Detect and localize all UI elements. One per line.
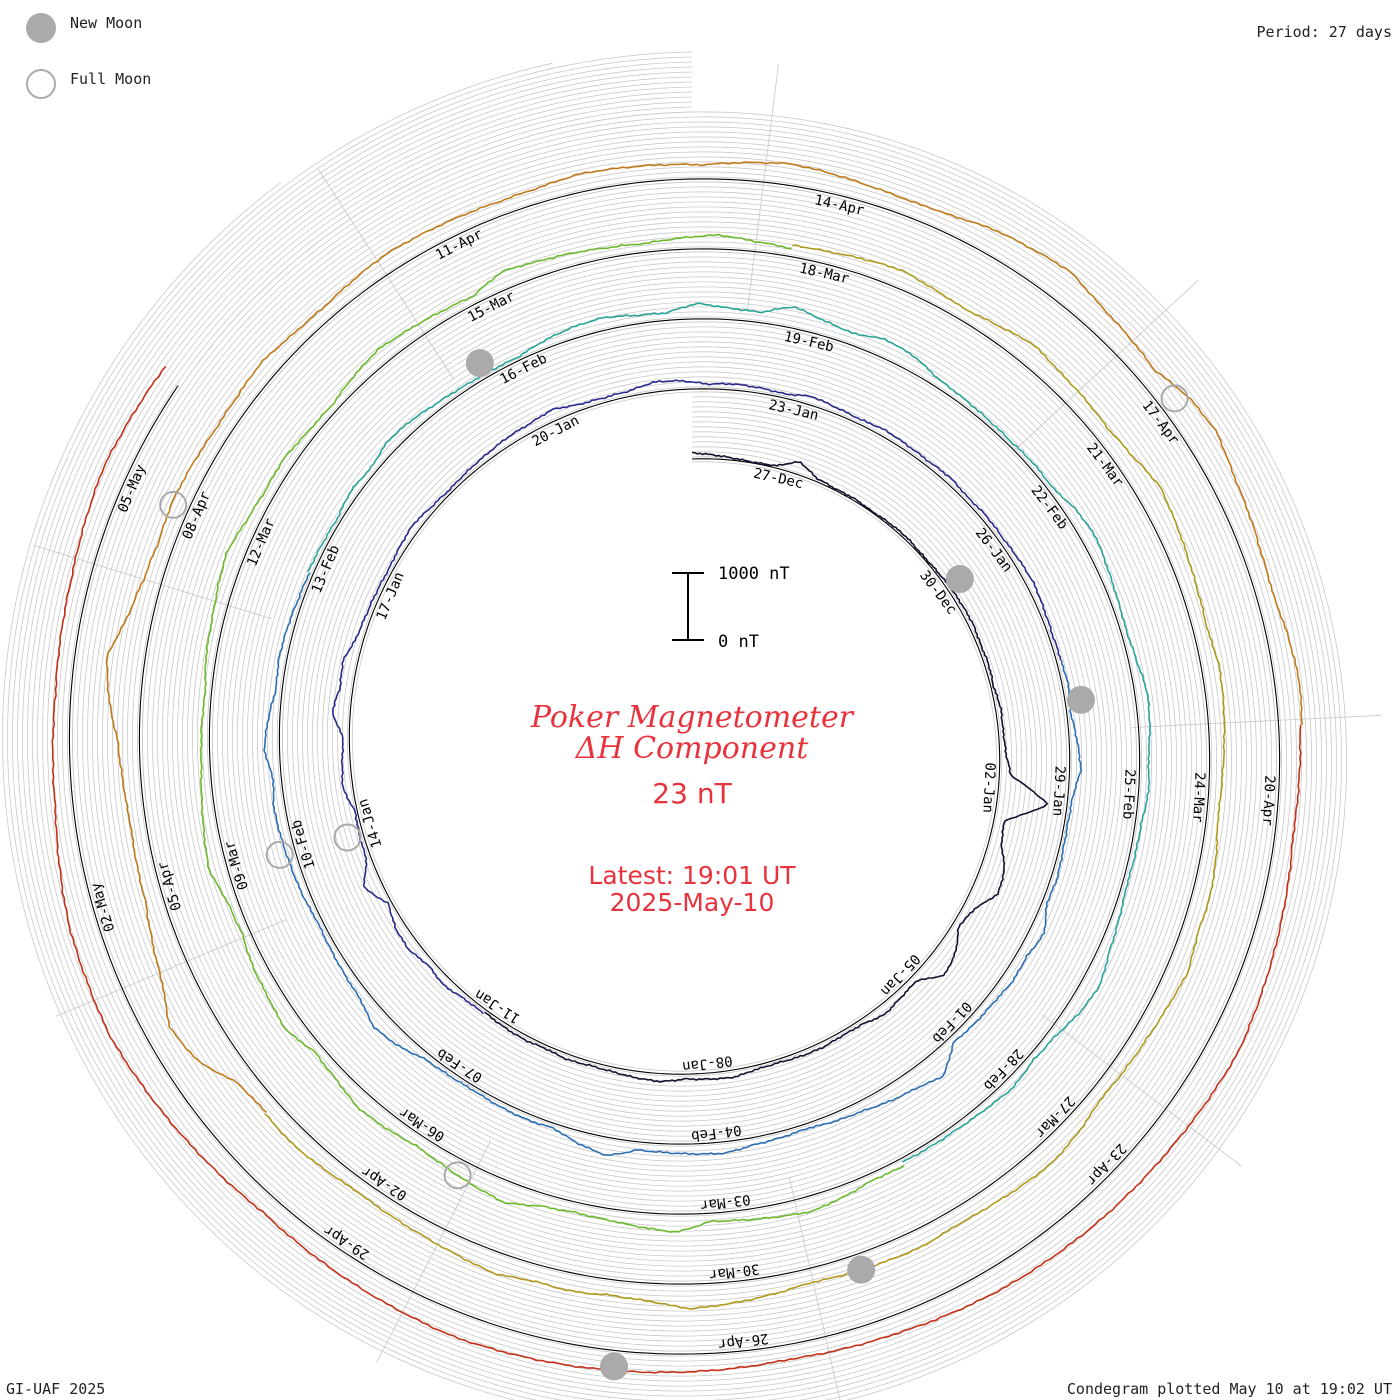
latest-date: 2025-May-10 xyxy=(610,888,775,917)
grid-ring xyxy=(56,96,1293,1367)
series-trace xyxy=(263,572,1083,1157)
current-value: 23 nT xyxy=(652,777,732,810)
full-moon-icon xyxy=(333,823,362,852)
day-spoke xyxy=(376,1140,492,1363)
credit-label: GI-UAF 2025 xyxy=(6,1380,106,1398)
grid-rings xyxy=(1,51,1348,1400)
grid-ring xyxy=(16,56,1333,1400)
plotted-label: Condegram plotted May 10 at 19:02 UT xyxy=(1066,1380,1392,1398)
chart-title: Poker Magnetometer xyxy=(530,700,855,735)
day-spoke xyxy=(789,1177,841,1400)
scale-bar: 1000 nT 0 nT xyxy=(672,564,790,652)
series-trace xyxy=(199,233,905,1233)
full-moon-icon xyxy=(1160,384,1189,413)
full-moon-icon xyxy=(265,840,294,869)
scale-bottom-label: 0 nT xyxy=(718,632,759,652)
latest-time: Latest: 19:01 UT xyxy=(588,861,796,890)
grid-ring xyxy=(26,66,1323,1397)
series-trace xyxy=(264,244,1226,1310)
grid-ring xyxy=(41,81,1308,1382)
legend-full-moon-label: Full Moon xyxy=(70,70,152,88)
legend-new-moon-label: New Moon xyxy=(70,14,143,32)
chart-subtitle: ΔH Component xyxy=(575,731,809,766)
date-label: 03-Mar xyxy=(699,1191,751,1213)
day-spoke xyxy=(746,64,779,313)
center-text: Poker Magnetometer ΔH Component 23 nT La… xyxy=(530,700,855,917)
new-moon-icon xyxy=(847,1255,876,1284)
day-spoke xyxy=(1131,714,1382,728)
date-label: 25-Feb xyxy=(1119,769,1137,820)
date-label: 04-Feb xyxy=(690,1121,742,1143)
grid-ring xyxy=(36,76,1313,1387)
period-label: Period: 27 days xyxy=(1256,23,1392,41)
date-label: 17-Jan xyxy=(374,570,408,623)
baseline-spiral xyxy=(68,178,1281,1355)
day-spoke xyxy=(32,544,272,620)
series-trace xyxy=(105,161,1303,1114)
series-trace xyxy=(51,366,1302,1374)
grid-ring xyxy=(31,71,1318,1392)
date-label: 26-Apr xyxy=(717,1330,769,1352)
date-label: 20-Apr xyxy=(1259,775,1277,826)
grid-ring xyxy=(1,111,1348,1400)
full-moon-icon xyxy=(26,69,56,99)
grid-ring xyxy=(11,51,1338,1400)
new-moon-icon xyxy=(1067,685,1096,714)
new-moon-icon xyxy=(945,565,974,594)
date-label: 02-Jan xyxy=(979,762,997,813)
grid-ring xyxy=(66,106,1283,1357)
date-label: 29-Jan xyxy=(1049,765,1067,816)
series-trace xyxy=(484,451,1049,1083)
full-moon-icon xyxy=(443,1161,472,1190)
full-moon-icon xyxy=(159,490,188,519)
series-trace xyxy=(332,379,1062,1015)
date-label: 08-Jan xyxy=(681,1052,733,1074)
day-spoke xyxy=(1014,279,1199,451)
grid-ring xyxy=(46,86,1303,1377)
day-spoke xyxy=(317,168,454,380)
new-moon-icon xyxy=(599,1352,628,1381)
date-label: 27-Dec xyxy=(752,466,805,493)
grid-ring xyxy=(61,101,1288,1362)
new-moon-icon xyxy=(465,349,494,378)
grid-ring xyxy=(6,62,1343,1400)
grid-ring xyxy=(21,61,1328,1400)
new-moon-icon xyxy=(26,13,56,43)
day-spoke xyxy=(1042,1014,1242,1167)
date-label: 24-Mar xyxy=(1189,772,1207,823)
scale-top-label: 1000 nT xyxy=(718,564,790,584)
grid-ring xyxy=(51,91,1298,1372)
date-label: 30-Mar xyxy=(708,1260,760,1282)
baseline-spiral-path xyxy=(68,178,1281,1355)
moon-markers xyxy=(159,349,1189,1381)
